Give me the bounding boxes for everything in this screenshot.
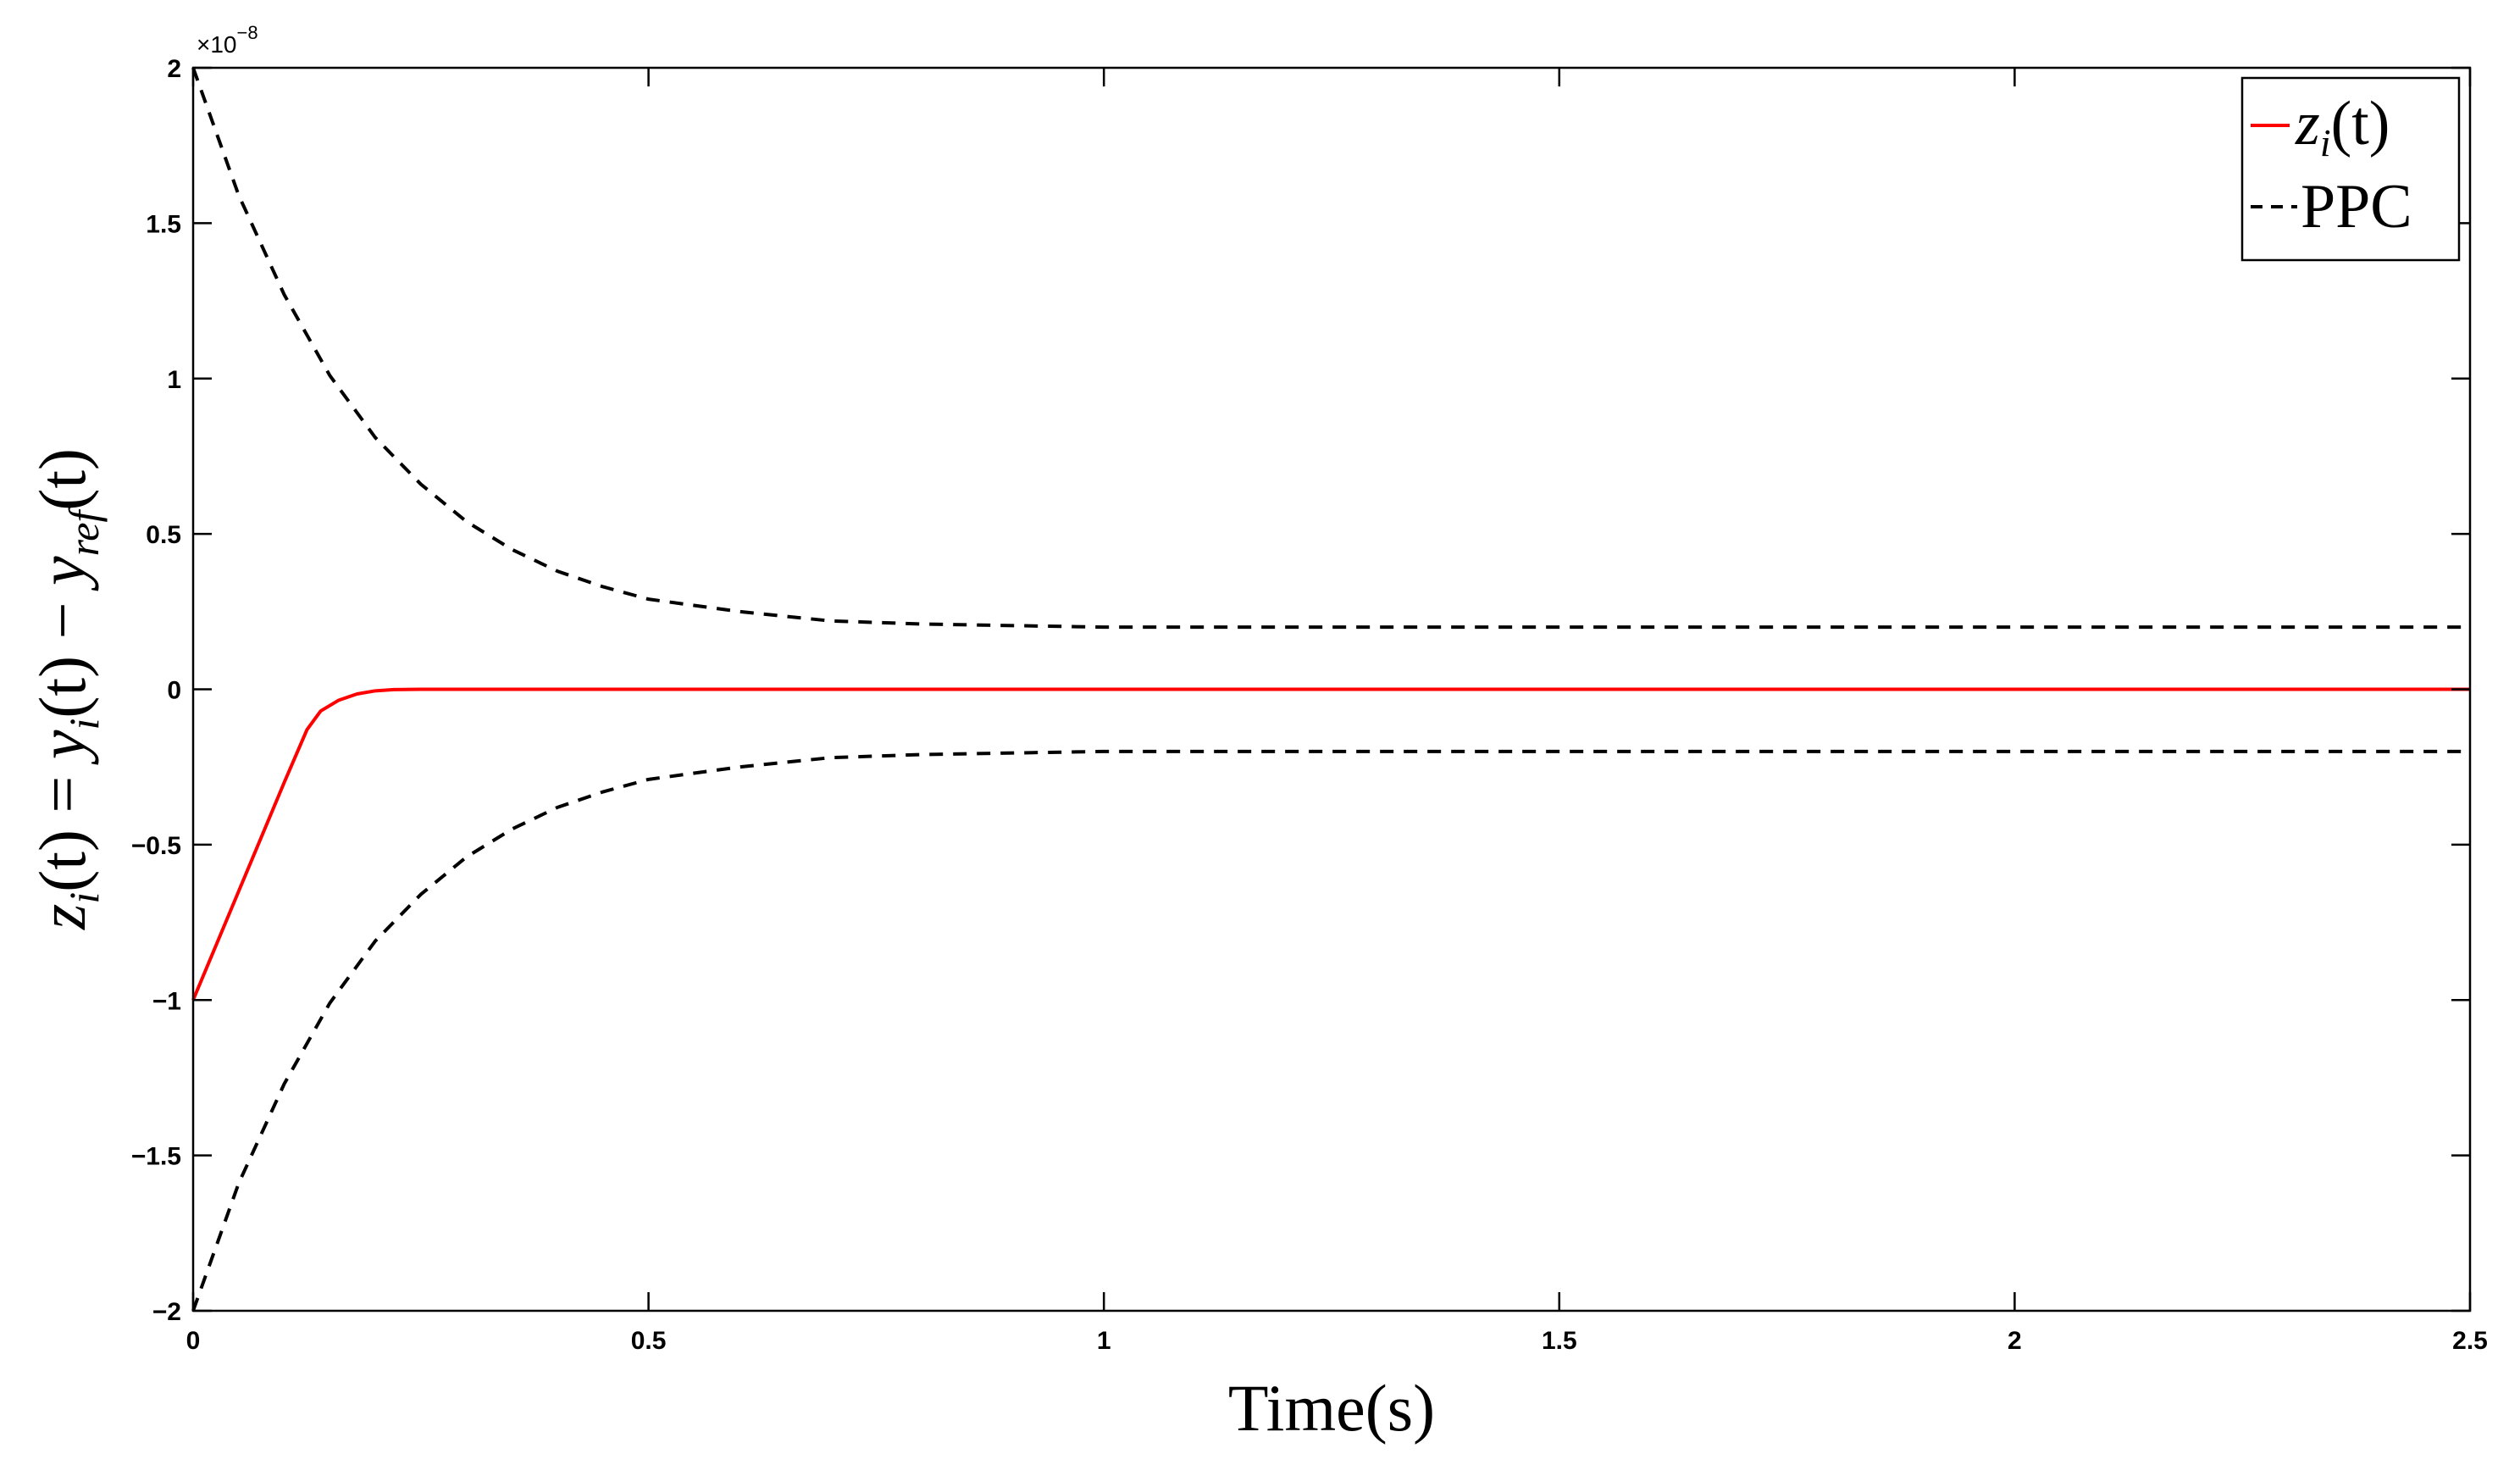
y-exponent-label: ×10−8 xyxy=(197,22,258,58)
legend-label-ppc: PPC xyxy=(2301,172,2412,241)
plot-area-frame xyxy=(191,66,2472,1312)
x-tick-label: 1 xyxy=(1097,1327,1111,1355)
y-tick-label: −1.5 xyxy=(131,1143,181,1171)
ticks-layer: 0 0.5 1 1.5 2 2.5 2 1.5 1 0.5 0 −0.5 −1 −1.5 −2 xyxy=(131,55,2488,1355)
y-tick-label: 0.5 xyxy=(146,521,181,549)
y-tick-label: 1.5 xyxy=(146,210,181,238)
y-axis-label: zi(t) = yi(t) − yref(t) xyxy=(25,448,108,930)
series-line-ppc_lower xyxy=(191,749,2470,1312)
y-tick-label: 1 xyxy=(167,366,181,394)
x-tick-label: 0.5 xyxy=(631,1327,667,1355)
y-tick-label: 2 xyxy=(167,55,181,83)
y-tick-label: −2 xyxy=(152,1298,181,1326)
series-layer xyxy=(191,67,2470,1312)
y-tick-label: 0 xyxy=(167,677,181,705)
legend: zi(t) PPC xyxy=(2240,76,2461,262)
legend-label-z: zi(t) xyxy=(2295,89,2390,164)
y-tick-label: −0.5 xyxy=(131,832,181,860)
x-tick-label: 2.5 xyxy=(2452,1327,2488,1355)
x-axis-label: Time(s) xyxy=(1228,1371,1435,1445)
x-tick-label: 2 xyxy=(2008,1327,2022,1355)
x-tick-label: 0 xyxy=(186,1327,201,1355)
y-tick-label: −1 xyxy=(152,987,181,1015)
series-line-ppc_upper xyxy=(191,67,2470,630)
x-tick-label: 1.5 xyxy=(1542,1327,1577,1355)
series-line-z xyxy=(191,687,2470,1002)
legend-box xyxy=(2240,76,2461,262)
